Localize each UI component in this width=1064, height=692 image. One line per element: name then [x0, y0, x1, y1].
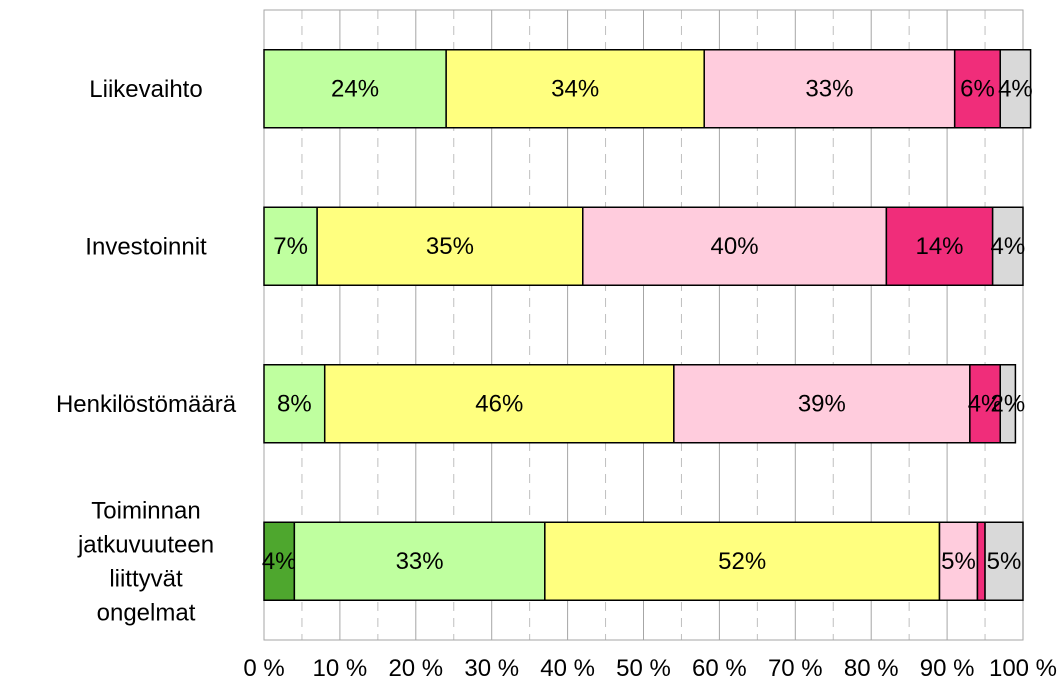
- category-labels: Liikevaihto Investoinnit Henkilöstömäärä To…: [56, 75, 237, 626]
- bar-data-label: 46%: [475, 390, 523, 417]
- bar-segment: [991, 206, 1024, 286]
- bar-data-label: 4%: [968, 390, 1003, 417]
- bar-segment: [544, 521, 941, 601]
- bar-segment: [316, 206, 584, 286]
- x-tick-label: 0 %: [243, 655, 284, 682]
- bar-data-label: 35%: [426, 233, 474, 260]
- bar-segment: [938, 521, 979, 601]
- bar-data-label: 14%: [915, 233, 963, 260]
- bar-segment: [582, 206, 888, 286]
- bar-segment: [263, 49, 447, 129]
- x-tick-label: 20 %: [388, 655, 443, 682]
- bar-segment: [976, 521, 986, 601]
- bar-segment: [999, 49, 1032, 129]
- bar-segment: [293, 521, 546, 601]
- x-tick-label: 10 %: [313, 655, 368, 682]
- bar-data-label: 7%: [273, 233, 308, 260]
- bar-data-label: 34%: [551, 75, 599, 102]
- bars: 24% 34% 33% 6% 4%7% 35% 40% 14% 4%8% 46% 39% 4%2%4%…: [262, 49, 1033, 601]
- bar-data-label: 24%: [331, 75, 379, 102]
- bar-segment: [445, 49, 705, 129]
- bar-segment: [969, 364, 1001, 444]
- bar-data-label: 6%: [960, 75, 995, 102]
- bar-data-label: 5%: [987, 548, 1022, 575]
- x-tick-label: 60 %: [692, 655, 747, 682]
- x-tick-label: 90 %: [920, 655, 975, 682]
- bar-segment: [984, 521, 1024, 601]
- bar-segment: [885, 206, 994, 286]
- x-tick-label: 80 %: [844, 655, 899, 682]
- x-tick-label: 30 %: [464, 655, 519, 682]
- bar-data-label: 5%: [941, 548, 976, 575]
- bar-data-label: 2%: [990, 390, 1025, 417]
- plot-area-border: [263, 9, 1024, 641]
- x-tick-labels: 0 % 10 % 20 % 30 % 40 % 50 % 60 % 70 % 80 % 90 % 1…: [243, 655, 1057, 682]
- bar-segment: [323, 364, 675, 444]
- category-label: Toiminnan jatkuvuuteen liittyvät ongelmat: [77, 497, 214, 626]
- bar-segment: [703, 49, 956, 129]
- bar-data-label: 33%: [396, 548, 444, 575]
- bar-data-label: 39%: [798, 390, 846, 417]
- x-tick-label: 40 %: [540, 655, 595, 682]
- category-label: Henkilöstömäärä: [56, 390, 237, 417]
- x-tick-label: 50 %: [616, 655, 671, 682]
- bar-data-label: 33%: [805, 75, 853, 102]
- bar-segment: [263, 521, 296, 601]
- bar-data-label: 52%: [718, 548, 766, 575]
- bar-data-label: 40%: [711, 233, 759, 260]
- bar-data-label: 4%: [990, 233, 1025, 260]
- category-label: Liikevaihto: [89, 75, 202, 102]
- bar-data-label: 4%: [998, 75, 1033, 102]
- bar-segment: [263, 364, 326, 444]
- bar-data-label: 8%: [277, 390, 312, 417]
- x-tick-label: 70 %: [768, 655, 823, 682]
- bar-data-label: 4%: [262, 548, 297, 575]
- bar-segment: [999, 364, 1017, 444]
- x-tick-label: 100 %: [989, 655, 1057, 682]
- bar-segment: [673, 364, 971, 444]
- category-label: Investoinnit: [85, 233, 207, 260]
